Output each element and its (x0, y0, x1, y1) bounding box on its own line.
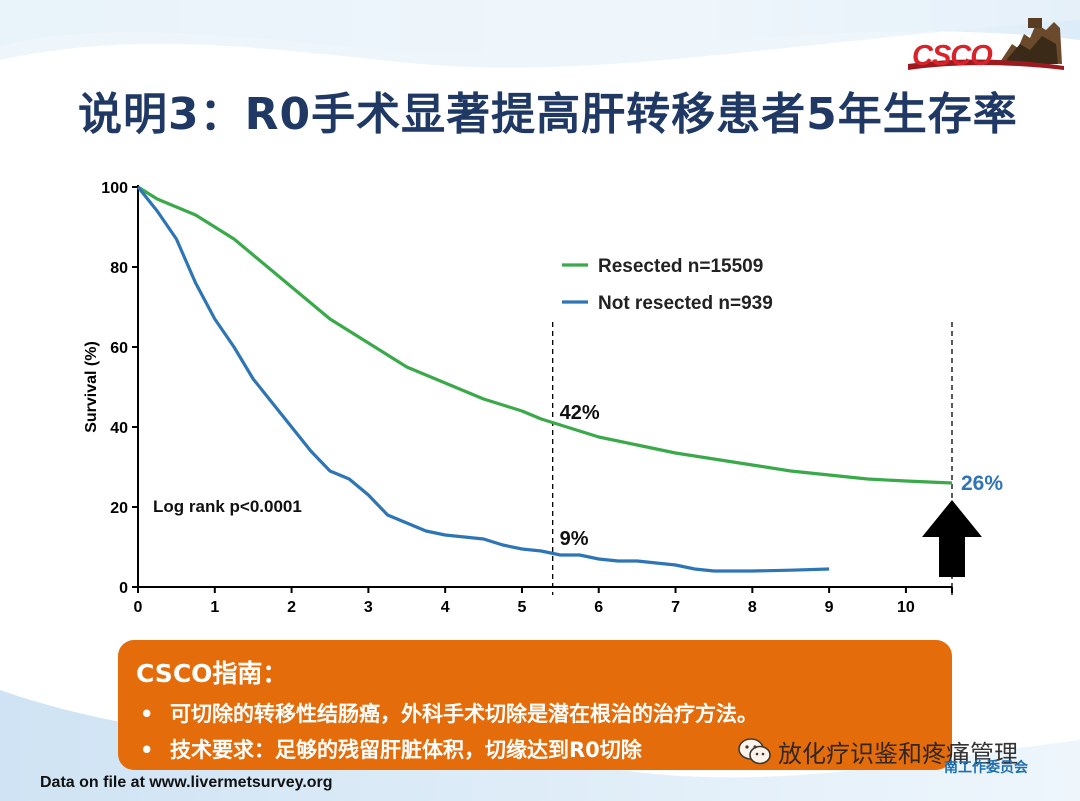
resected-10yr-label: 26% (961, 472, 1003, 495)
p-value-label: Log rank p<0.0001 (153, 497, 302, 516)
csco-logo (908, 18, 1064, 70)
y-tick-label: 100 (101, 180, 128, 197)
legend-label: Resected n=15509 (598, 256, 763, 277)
wechat-icon (738, 737, 771, 764)
guideline-title: CSCO指南： (136, 659, 288, 688)
x-tick-label: 10 (897, 599, 915, 616)
y-axis-label: Survival (%) (83, 341, 100, 433)
x-tick-label: 7 (671, 599, 680, 616)
series-line-not-resected (136, 186, 830, 573)
bullet: • (140, 702, 154, 726)
not-resected-5yr-label: 9% (560, 528, 589, 550)
x-tick-label: 8 (748, 599, 757, 616)
x-tick-label: 1 (210, 599, 219, 616)
x-tick-label: 3 (364, 599, 373, 616)
y-tick-label: 0 (119, 580, 128, 597)
csco-logo-text: CSCO (912, 40, 993, 72)
bullet: • (140, 738, 154, 762)
y-tick-label: 60 (110, 340, 128, 357)
guideline-box: CSCO指南： • 可切除的转移性结肠癌，外科手术切除是潜在根治的治疗方法。 • 技… (118, 640, 952, 770)
x-tick-label: 0 (134, 599, 143, 616)
x-tick-label: 9 (825, 599, 834, 616)
y-tick-label: 80 (110, 260, 128, 277)
series-line-resected (137, 185, 953, 485)
watermark-subtext: 南工作委员会 (944, 760, 1028, 776)
x-tick-label: 5 (518, 599, 527, 616)
guideline-item: • 技术要求：足够的残留肝脏体积，切缘达到R0切除 (140, 734, 642, 764)
resected-5yr-label: 42% (560, 402, 600, 424)
data-source-footnote: Data on file at www.livermetsurvey.org (40, 774, 333, 791)
x-tick-label: 2 (287, 599, 296, 616)
guideline-item: • 可切除的转移性结肠癌，外科手术切除是潜在根治的治疗方法。 (140, 698, 758, 728)
survival-chart: 0 20 40 60 80 100 0 1 2 3 4 5 6 7 8 9 10 Survival (%) Rese… (83, 180, 1003, 616)
up-arrow-icon (922, 500, 982, 577)
guideline-item-text: 技术要求：足够的残留肝脏体积，切缘达到R0切除 (170, 738, 642, 762)
x-tick-label: 4 (441, 599, 450, 616)
y-tick-label: 40 (110, 420, 128, 437)
guideline-item-text: 可切除的转移性结肠癌，外科手术切除是潜在根治的治疗方法。 (170, 702, 758, 726)
y-tick-label: 20 (110, 500, 128, 517)
wechat-watermark: 放化疗识鉴和疼痛管理 (738, 734, 1018, 774)
slide-title: 说明3：R0手术显著提高肝转移患者5年生存率 (78, 89, 1018, 140)
x-tick-label: 6 (594, 599, 603, 616)
legend-label: Not resected n=939 (598, 293, 773, 314)
watermark-text: 放化疗识鉴和疼痛管理 (778, 740, 1018, 768)
